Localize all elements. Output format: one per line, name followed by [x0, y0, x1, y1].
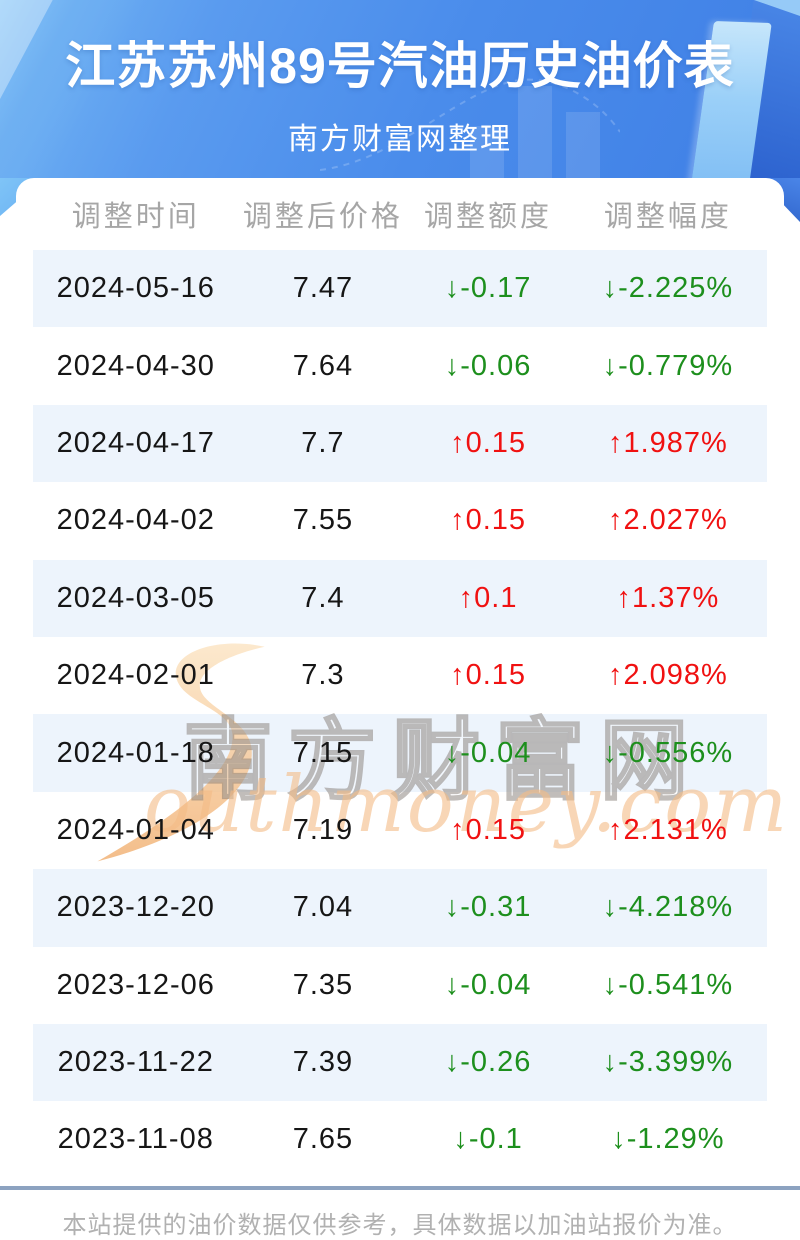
cell-adjust-date: 2024-05-16 — [56, 272, 215, 305]
table-row: 2024-04-30 7.64 ↓-0.06 ↓-0.779% — [33, 327, 767, 405]
cell-price: 7.15 — [292, 736, 354, 769]
table-row: 2024-04-17 7.7 ↑0.15 ↑1.987% — [33, 404, 767, 483]
cell-percent: ↓-4.218% — [602, 891, 734, 924]
table-row: 2024-05-16 7.47 ↓-0.17 ↓-2.225% — [33, 250, 767, 328]
cell-price: 7.39 — [292, 1046, 354, 1079]
cell-adjust-date: 2024-03-05 — [56, 581, 215, 614]
cell-price: 7.55 — [292, 504, 354, 537]
cell-change: ↓-0.17 — [444, 272, 532, 305]
cell-adjust-date: 2024-01-18 — [56, 736, 215, 769]
cell-adjust-date: 2023-12-20 — [56, 891, 215, 924]
column-header-adjust-time: 调整时间 — [71, 201, 200, 233]
cell-percent: ↓-3.399% — [602, 1046, 734, 1079]
cell-price: 7.19 — [292, 813, 354, 846]
decor-bar — [518, 86, 552, 178]
table-row: 2023-11-22 7.39 ↓-0.26 ↓-3.399% — [33, 1023, 767, 1102]
table-row: 2023-11-08 7.65 ↓-0.1 ↓-1.29% — [33, 1101, 767, 1179]
cell-adjust-date: 2023-12-06 — [56, 968, 215, 1001]
decor-bar — [566, 112, 600, 178]
cell-price: 7.64 — [292, 349, 354, 382]
page-subtitle: 南方财富网整理 — [288, 123, 512, 156]
cell-change: ↓-0.04 — [444, 968, 532, 1001]
table-row: 2024-01-04 7.19 ↑0.15 ↑2.131% — [33, 791, 767, 870]
price-table-card: 南方财富网 outhmoney.com 调整时间 调整后价格 调整额度 调整幅度… — [16, 178, 787, 1179]
cell-price: 7.47 — [292, 272, 354, 305]
cell-change: ↑0.15 — [450, 813, 527, 846]
cell-adjust-date: 2023-11-08 — [57, 1123, 214, 1156]
cell-price: 7.7 — [301, 426, 345, 459]
table-row: 2024-02-01 7.3 ↑0.15 ↑2.098% — [33, 636, 767, 715]
cell-change: ↓-0.31 — [444, 891, 532, 924]
footer-note: 本站提供的油价数据仅供参考，具体数据以加油站报价为准。 — [62, 1211, 738, 1239]
cell-change: ↓-0.04 — [444, 736, 532, 769]
decor-chart-bars — [470, 86, 600, 178]
oil-price-history-table: 调整时间 调整后价格 调整额度 调整幅度 2024-05-16 7.47 ↓-0… — [33, 178, 767, 1179]
cell-percent: ↑2.098% — [607, 659, 728, 692]
cell-percent: ↓-2.225% — [602, 272, 734, 305]
column-header-adjust-amount: 调整额度 — [424, 201, 553, 233]
cell-change: ↓-0.06 — [444, 349, 532, 382]
table-row: 2024-04-02 7.55 ↑0.15 ↑2.027% — [33, 482, 767, 560]
decor-bar — [470, 126, 504, 178]
cell-price: 7.65 — [292, 1123, 354, 1156]
cell-price: 7.04 — [292, 891, 354, 924]
cell-change: ↑0.15 — [450, 426, 527, 459]
footer-divider-line — [0, 1185, 800, 1190]
cell-percent: ↓-0.556% — [602, 736, 734, 769]
table-row: 2023-12-06 7.35 ↓-0.04 ↓-0.541% — [33, 946, 767, 1024]
cell-change: ↑0.15 — [450, 504, 527, 537]
cell-adjust-date: 2023-11-22 — [57, 1046, 214, 1079]
table-row: 2024-03-05 7.4 ↑0.1 ↑1.37% — [33, 559, 767, 637]
cell-adjust-date: 2024-04-02 — [56, 504, 215, 537]
cell-percent: ↑2.131% — [607, 813, 728, 846]
page-title: 江苏苏州89号汽油历史油价表 — [65, 38, 735, 94]
cell-percent: ↑2.027% — [607, 504, 728, 537]
cell-adjust-date: 2024-02-01 — [56, 659, 215, 692]
column-header-adjusted-price: 调整后价格 — [242, 201, 403, 233]
cell-price: 7.3 — [301, 659, 345, 692]
cell-percent: ↑1.37% — [616, 581, 720, 614]
cell-percent: ↓-0.779% — [602, 349, 734, 382]
cell-price: 7.35 — [292, 968, 354, 1001]
cell-percent: ↓-0.541% — [602, 968, 734, 1001]
table-header-row: 调整时间 调整后价格 调整额度 调整幅度 — [33, 178, 767, 250]
cell-change: ↓-0.26 — [444, 1046, 532, 1079]
cell-adjust-date: 2024-04-17 — [56, 426, 215, 459]
cell-percent: ↑1.987% — [607, 426, 728, 459]
decor-dashed-curve — [320, 78, 620, 171]
cell-price: 7.4 — [301, 581, 345, 614]
cell-percent: ↓-1.29% — [611, 1123, 725, 1156]
cell-change: ↓-0.1 — [453, 1123, 523, 1156]
cell-adjust-date: 2024-01-04 — [56, 813, 215, 846]
cell-adjust-date: 2024-04-30 — [56, 349, 215, 382]
column-header-adjust-percent: 调整幅度 — [603, 201, 732, 233]
hero-banner: 江苏苏州89号汽油历史油价表 南方财富网整理 — [0, 0, 800, 178]
table-row: 2024-01-18 7.15 ↓-0.04 ↓-0.556% — [33, 714, 767, 792]
cell-change: ↑0.1 — [458, 581, 518, 614]
table-row: 2023-12-20 7.04 ↓-0.31 ↓-4.218% — [33, 869, 767, 947]
cell-change: ↑0.15 — [450, 659, 527, 692]
